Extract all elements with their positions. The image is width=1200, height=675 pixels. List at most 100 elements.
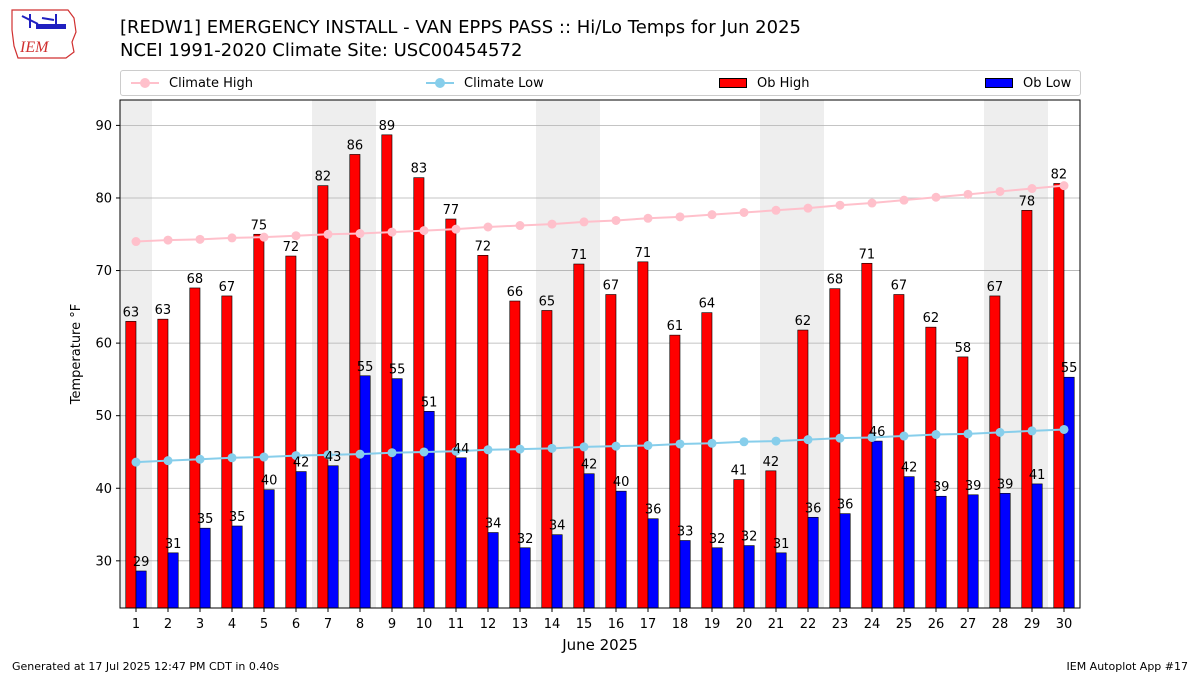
climate-high-point	[323, 229, 333, 239]
ob-high-bar	[637, 261, 649, 609]
climate-high-point	[835, 200, 845, 210]
ob-high-swatch-icon	[719, 78, 747, 88]
x-tick-label: 3	[196, 617, 204, 632]
climate-low-point	[515, 444, 525, 454]
climate-low-point	[867, 432, 877, 442]
y-tick-label: 50	[95, 409, 112, 424]
x-tick-label: 18	[672, 617, 689, 632]
legend-label: Ob High	[757, 75, 810, 91]
ob-high-bar	[477, 255, 489, 609]
ob-high-label: 67	[219, 280, 236, 295]
ob-high-bar	[829, 288, 841, 609]
ob-low-label: 39	[965, 479, 982, 494]
climate-low-point	[995, 427, 1005, 437]
ob-low-label: 43	[325, 450, 342, 465]
ob-high-label: 67	[603, 278, 620, 293]
page-title: [REDW1] EMERGENCY INSTALL - VAN EPPS PAS…	[120, 17, 801, 38]
ob-low-label: 41	[1029, 468, 1046, 483]
legend-label: Climate High	[169, 75, 254, 91]
x-tick-label: 14	[544, 617, 561, 632]
ob-high-label: 72	[475, 239, 492, 254]
ob-high-label: 63	[123, 305, 140, 320]
ob-high-bar	[701, 312, 713, 609]
ob-high-bar	[797, 329, 809, 609]
climate-low-point	[739, 437, 749, 447]
x-tick-label: 11	[448, 617, 465, 632]
x-tick-label: 1	[132, 617, 140, 632]
ob-low-bar	[455, 457, 467, 609]
x-tick-label: 21	[768, 617, 785, 632]
ob-high-label: 67	[891, 278, 908, 293]
legend-label: Climate Low	[464, 75, 544, 91]
ob-low-bar	[231, 525, 243, 609]
ob-low-bar	[679, 540, 691, 609]
ob-high-label: 72	[283, 240, 300, 255]
climate-low-point	[259, 452, 269, 462]
legend-ob-low: Ob Low	[985, 71, 1071, 95]
ob-high-bar	[509, 300, 521, 609]
climate-low-point	[419, 447, 429, 457]
climate-high-point	[867, 198, 877, 208]
x-tick-label: 28	[992, 617, 1009, 632]
climate-low-point	[803, 435, 813, 445]
ob-high-bar	[989, 295, 1001, 609]
ob-low-label: 55	[1061, 361, 1078, 376]
climate-high-point	[547, 219, 557, 229]
x-tick-label: 26	[928, 617, 945, 632]
ob-low-label: 31	[165, 537, 182, 552]
ob-low-label: 36	[837, 498, 854, 513]
ob-high-label: 89	[379, 119, 396, 134]
ob-low-label: 39	[933, 480, 950, 495]
ob-high-label: 71	[859, 247, 876, 262]
climate-low-point	[771, 436, 781, 446]
x-tick-label: 22	[800, 617, 817, 632]
ob-high-bar	[893, 294, 905, 609]
ob-low-bar	[263, 489, 275, 609]
climate-high-point	[739, 207, 749, 217]
ob-low-bar	[583, 473, 595, 609]
legend-label: Ob Low	[1023, 75, 1072, 91]
ob-low-bar	[903, 476, 915, 609]
ob-high-bar	[605, 294, 617, 609]
legend-climate-high: Climate High	[131, 71, 253, 95]
ob-high-bar	[1053, 183, 1065, 609]
y-tick-label: 40	[95, 482, 112, 497]
ob-low-label: 42	[581, 458, 598, 473]
x-tick-label: 10	[416, 617, 433, 632]
x-tick-label: 6	[292, 617, 300, 632]
climate-high-point	[259, 232, 269, 242]
climate-low-point	[579, 442, 589, 452]
ob-high-bar	[349, 154, 361, 609]
climate-low-point	[355, 449, 365, 459]
ob-low-label: 40	[261, 474, 278, 489]
ob-high-label: 71	[571, 248, 588, 263]
ob-low-bar	[551, 534, 563, 609]
climate-high-point	[675, 212, 685, 222]
ob-low-bar	[935, 495, 947, 609]
ob-low-bar	[711, 547, 723, 609]
ob-high-bar	[541, 310, 553, 609]
x-tick-label: 8	[356, 617, 364, 632]
ob-low-bar	[327, 465, 339, 609]
y-axis-label: Temperature °F	[69, 304, 84, 405]
climate-low-point	[643, 440, 653, 450]
y-tick-label: 90	[95, 119, 112, 134]
climate-low-point	[323, 450, 333, 460]
logo-text: IEM	[19, 39, 50, 56]
ob-high-label: 83	[411, 162, 428, 177]
climate-low-point	[675, 439, 685, 449]
ob-high-label: 71	[635, 246, 652, 261]
ob-high-label: 62	[923, 311, 940, 326]
climate-high-point	[995, 186, 1005, 196]
x-tick-label: 29	[1024, 617, 1041, 632]
ob-low-label: 40	[613, 475, 630, 490]
ob-high-bar	[445, 218, 457, 609]
legend-climate-low: Climate Low	[426, 71, 544, 95]
x-tick-label: 25	[896, 617, 913, 632]
ob-low-bar	[167, 552, 179, 609]
climate-low-swatch-icon	[426, 78, 454, 88]
climate-low-point	[547, 443, 557, 453]
x-tick-label: 30	[1056, 617, 1073, 632]
ob-high-label: 41	[731, 464, 748, 479]
y-tick-label: 60	[95, 337, 112, 352]
